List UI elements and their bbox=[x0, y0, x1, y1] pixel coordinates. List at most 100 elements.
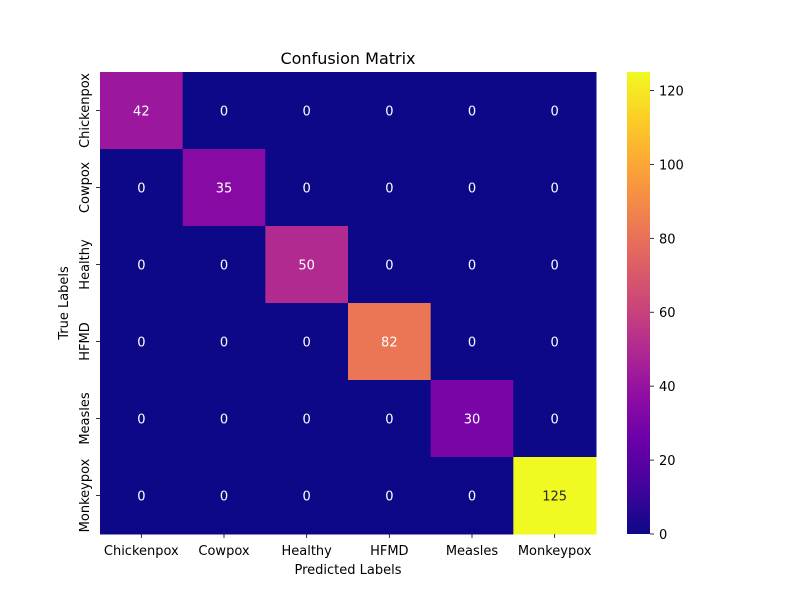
colorbar-tick-label: 80 bbox=[659, 232, 676, 247]
heatmap-cell bbox=[100, 149, 184, 227]
heatmap-cell bbox=[182, 380, 266, 458]
heatmap-cell bbox=[100, 303, 184, 381]
heatmap-cell bbox=[100, 226, 184, 304]
y-tick-label: Healthy bbox=[78, 239, 93, 290]
heatmap-cell-value: 0 bbox=[137, 259, 145, 274]
heatmap-cell-value: 0 bbox=[220, 336, 228, 351]
heatmap-cell-value: 0 bbox=[137, 413, 145, 428]
heatmap-cell-value: 0 bbox=[551, 259, 559, 274]
y-axis-ticks: Chickenpox Cowpox Healthy HFMD Measles Monkey… bbox=[78, 73, 100, 532]
heatmap-cell bbox=[182, 457, 266, 535]
y-tick-label: Cowpox bbox=[78, 162, 93, 213]
x-axis-ticks: Chickenpox Cowpox Healthy HFMD Measles Monkey… bbox=[104, 534, 592, 559]
heatmap-cell bbox=[513, 380, 597, 458]
colorbar-tick-label: 0 bbox=[659, 528, 667, 543]
heatmap-cell bbox=[513, 303, 597, 381]
heatmap-cell bbox=[430, 380, 514, 458]
heatmap-cell bbox=[100, 457, 184, 535]
heatmap-cell bbox=[348, 380, 432, 458]
heatmap-cell bbox=[513, 457, 597, 535]
heatmap-cell-value: 0 bbox=[468, 105, 476, 120]
x-axis-label: Predicted Labels bbox=[294, 563, 401, 578]
x-tick-label: HFMD bbox=[370, 544, 408, 559]
heatmap-cell-value: 0 bbox=[551, 413, 559, 428]
heatmap-cell bbox=[430, 226, 514, 304]
heatmap-cell bbox=[430, 149, 514, 227]
heatmap-cell bbox=[348, 457, 432, 535]
colorbar-tick-label: 20 bbox=[659, 454, 676, 469]
heatmap-cell-value: 0 bbox=[385, 490, 393, 505]
heatmap-cell-value: 0 bbox=[385, 259, 393, 274]
heatmap-cell bbox=[182, 149, 266, 227]
heatmap-cell-value: 0 bbox=[468, 336, 476, 351]
heatmap-cell bbox=[513, 226, 597, 304]
heatmap-cell bbox=[182, 226, 266, 304]
heatmap-cell-value: 0 bbox=[468, 259, 476, 274]
heatmap-cell-value: 0 bbox=[303, 182, 311, 197]
colorbar-tick-label: 60 bbox=[659, 306, 676, 321]
heatmap-cell-value: 125 bbox=[542, 490, 567, 505]
heatmap-cell-value: 0 bbox=[220, 259, 228, 274]
heatmap-cell bbox=[513, 149, 597, 227]
heatmap-cell bbox=[430, 457, 514, 535]
x-tick-label: Measles bbox=[446, 544, 499, 559]
heatmap-cell bbox=[348, 226, 432, 304]
chart-title: Confusion Matrix bbox=[280, 49, 415, 68]
heatmap-cell-value: 0 bbox=[137, 336, 145, 351]
heatmap-cell-value: 0 bbox=[551, 105, 559, 120]
heatmap-cell-value: 50 bbox=[298, 259, 315, 274]
heatmap-cell-value: 0 bbox=[220, 413, 228, 428]
heatmap-cell bbox=[100, 72, 184, 150]
heatmap-cell-labels: 42 0 0 0 0 0 0 35 0 0 0 0 0 0 50 0 0 0 0 0 0 82 0 0 0 0 0 0 30 0 0 0 0 0 0… bbox=[133, 105, 567, 505]
heatmap-cell bbox=[265, 303, 349, 381]
colorbar-gradient bbox=[627, 164, 650, 534]
heatmap-cell-value: 0 bbox=[385, 413, 393, 428]
heatmap-cell-value: 0 bbox=[303, 490, 311, 505]
heatmap-cell-value: 0 bbox=[385, 182, 393, 197]
heatmap-cell-value: 0 bbox=[303, 105, 311, 120]
heatmap-cell-value: 0 bbox=[551, 336, 559, 351]
heatmap-cell-value: 35 bbox=[216, 182, 233, 197]
heatmap-cell bbox=[265, 380, 349, 458]
heatmap-cell-value: 0 bbox=[468, 490, 476, 505]
heatmap-cell bbox=[182, 72, 266, 150]
heatmap-cell bbox=[265, 457, 349, 535]
heatmap-cell-value: 0 bbox=[220, 105, 228, 120]
colorbar-tick-label: 40 bbox=[659, 380, 676, 395]
heatmap-cell-value: 0 bbox=[551, 182, 559, 197]
heatmap-cell bbox=[430, 72, 514, 150]
colorbar-tick-label: 120 bbox=[659, 84, 684, 99]
heatmap-cell-value: 0 bbox=[303, 336, 311, 351]
y-tick-label: Chickenpox bbox=[78, 73, 93, 148]
y-tick-label: HFMD bbox=[78, 322, 93, 360]
x-tick-label: Healthy bbox=[281, 544, 332, 559]
heatmap-cell bbox=[348, 72, 432, 150]
heatmap-cell-value: 30 bbox=[464, 413, 481, 428]
heatmap-cell-value: 0 bbox=[468, 182, 476, 197]
heatmap-cell-value: 0 bbox=[137, 490, 145, 505]
colorbar: 0 20 40 60 80 100 120 bbox=[627, 72, 684, 543]
heatmap-cell bbox=[182, 303, 266, 381]
y-tick-label: Monkeypox bbox=[78, 458, 93, 532]
heatmap-cell bbox=[100, 380, 184, 458]
colorbar-gradient-top bbox=[627, 72, 650, 165]
heatmap-cell-value: 0 bbox=[220, 490, 228, 505]
heatmap-cells bbox=[100, 72, 597, 535]
heatmap-cell bbox=[430, 303, 514, 381]
heatmap-cell-value: 42 bbox=[133, 105, 150, 120]
heatmap-cell bbox=[513, 72, 597, 150]
heatmap-cell bbox=[265, 72, 349, 150]
heatmap-cell-value: 82 bbox=[381, 336, 398, 351]
heatmap-cell-value: 0 bbox=[137, 182, 145, 197]
y-tick-label: Measles bbox=[78, 392, 93, 445]
x-tick-label: Chickenpox bbox=[104, 544, 179, 559]
x-tick-label: Monkeypox bbox=[518, 544, 592, 559]
x-tick-label: Cowpox bbox=[198, 544, 249, 559]
y-axis-label: True Labels bbox=[57, 266, 72, 341]
heatmap-cell bbox=[348, 303, 432, 381]
heatmap-cell bbox=[265, 149, 349, 227]
colorbar-tick-label: 100 bbox=[659, 158, 684, 173]
heatmap-cell bbox=[265, 226, 349, 304]
